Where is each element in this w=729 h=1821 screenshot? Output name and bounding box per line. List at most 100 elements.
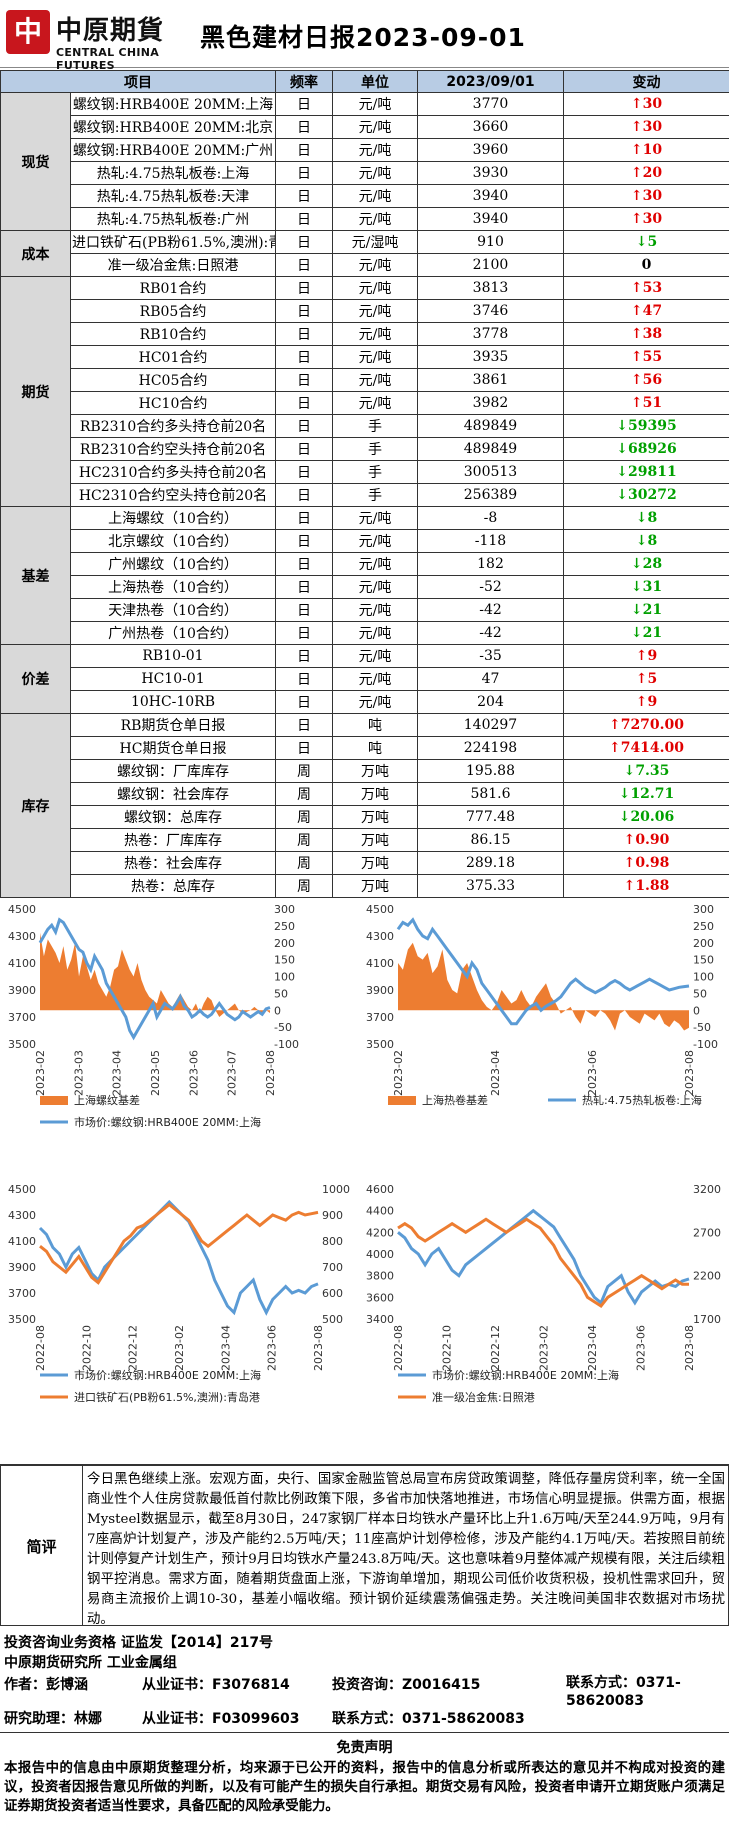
change-value: 30 — [642, 96, 663, 112]
value-cell: 86.15 — [417, 828, 564, 852]
left-axis-tick: 3500 — [8, 1313, 36, 1326]
legend-label: 准一级冶金焦:日照港 — [432, 1390, 535, 1404]
table-row: 热轧:4.75热轧板卷:广州日元/吨 3940 ↑30 — [1, 207, 729, 231]
assistant-contact: 联系方式：0371-58620083 — [332, 1711, 525, 1727]
commentary-text: 今日黑色继续上涨。宏观方面，央行、国家金融监管总局宣布房贷政策调整，降低存量房贷… — [87, 1472, 725, 1627]
commentary-label: 简评 — [1, 1466, 83, 1626]
freq-cell: 日 — [275, 368, 333, 392]
table-row: HC01合约日元/吨 3935 ↑55 — [1, 345, 729, 369]
table-row: 基差 上海螺纹（10合约）日元/吨 -8 ↓8 — [0, 506, 729, 645]
unit-cell: 元/吨 — [332, 184, 418, 208]
unit-cell: 元/吨 — [332, 115, 418, 139]
chart-rebar-basis: 4500 4300 4100 3900 3700 3500 300 250 200 150 100 5… — [0, 899, 310, 1169]
right-axis-tick: 150 — [274, 954, 295, 967]
change-cell: ↓30272 — [563, 483, 729, 507]
freq-cell: 日 — [275, 138, 333, 162]
table-row: 热轧:4.75热轧板卷:上海日元/吨 3930 ↑20 — [1, 161, 729, 185]
change-cell: ↑30 — [563, 207, 729, 231]
change-cell: ↓8 — [563, 529, 729, 553]
down-arrow-icon: ↓ — [630, 625, 643, 641]
unit-cell: 元/吨 — [332, 667, 418, 691]
item-cell: 热卷：总库存 — [70, 874, 276, 898]
up-arrow-icon: ↑ — [630, 326, 643, 342]
freq-cell: 日 — [275, 345, 333, 369]
x-axis-tick: 2023-04 — [111, 1050, 124, 1096]
change-value: 30 — [642, 211, 663, 227]
change-value: 8 — [647, 533, 658, 549]
right-axis-tick: 2200 — [693, 1270, 721, 1283]
table-row: 热卷：社会库存周万吨 289.18 ↑0.98 — [1, 851, 729, 875]
down-arrow-icon: ↓ — [635, 510, 648, 526]
item-cell: 北京螺纹（10合约） — [70, 529, 276, 553]
right-axis-tick: 500 — [322, 1313, 343, 1326]
value-cell: 2100 — [417, 253, 564, 277]
change-cell: ↑30 — [563, 92, 729, 116]
value-cell: 3930 — [417, 161, 564, 185]
up-arrow-icon: ↑ — [630, 372, 643, 388]
change-cell: ↑7414.00 — [563, 736, 729, 760]
item-cell: 热轧:4.75热轧板卷:广州 — [70, 207, 276, 231]
left-axis-tick: 4300 — [366, 930, 394, 943]
header-unit: 单位 — [332, 70, 418, 93]
x-axis-tick: 2022-12 — [489, 1325, 502, 1371]
x-axis-tick: 2022-12 — [127, 1325, 140, 1371]
unit-cell: 元/吨 — [332, 621, 418, 645]
freq-cell: 日 — [275, 460, 333, 484]
freq-cell: 日 — [275, 299, 333, 323]
down-arrow-icon: ↓ — [616, 487, 628, 503]
unit-cell: 元/吨 — [332, 322, 418, 346]
series-line — [39, 1202, 319, 1285]
change-cell: ↓28 — [563, 552, 729, 576]
left-axis-tick: 4500 — [8, 903, 36, 916]
item-cell: 10HC-10RB — [70, 690, 276, 714]
unit-cell: 元/吨 — [332, 644, 418, 668]
legend-swatch — [388, 1096, 416, 1105]
change-cell: ↑5 — [563, 667, 729, 691]
table-row: 螺纹钢：总库存周万吨 777.48 ↓20.06 — [1, 805, 729, 829]
left-axis-tick: 4000 — [366, 1248, 394, 1261]
change-cell: ↑55 — [563, 345, 729, 369]
unit-cell: 万吨 — [332, 759, 418, 783]
unit-cell: 元/吨 — [332, 529, 418, 553]
change-value: 0.90 — [635, 832, 670, 848]
left-axis-tick: 4500 — [8, 1183, 36, 1196]
right-axis-tick: 50 — [274, 987, 288, 1000]
chart-svg: 4500 4300 4100 3900 3700 3500 1000 900 800 700 600… — [8, 1183, 350, 1404]
right-axis-tick: 700 — [322, 1261, 343, 1274]
unit-cell: 元/吨 — [332, 253, 418, 277]
unit-cell: 万吨 — [332, 782, 418, 806]
chart-rebar-vs-ore: 4500 4300 4100 3900 3700 3500 1000 900 800 700 600… — [0, 1179, 358, 1465]
left-axis-tick: 4100 — [8, 957, 36, 970]
freq-cell: 周 — [275, 874, 333, 898]
chart-svg: 4600 4400 4200 4000 3800 3600 3400 3200 2700 2200… — [366, 1183, 721, 1404]
item-cell: RB2310合约空头持仓前20名 — [70, 437, 276, 461]
unit-cell: 万吨 — [332, 851, 418, 875]
unit-cell: 元/吨 — [332, 207, 418, 231]
right-axis-tick: 250 — [693, 920, 714, 933]
freq-cell: 日 — [275, 322, 333, 346]
change-value: 5 — [647, 671, 658, 687]
right-axis-tick: 3200 — [693, 1183, 721, 1196]
freq-cell: 日 — [275, 667, 333, 691]
series-area — [40, 932, 270, 1017]
chart-svg: 4500 4300 4100 3900 3700 3500 300 250 200 150 100 5… — [366, 903, 718, 1107]
right-axis-tick: 300 — [274, 903, 295, 916]
right-axis-tick: 1000 — [322, 1183, 350, 1196]
logo-chinese-name: 中原期貨 — [56, 16, 165, 46]
change-value: 51 — [642, 395, 663, 411]
up-arrow-icon: ↑ — [630, 280, 643, 296]
down-arrow-icon: ↓ — [630, 602, 643, 618]
table-row: 期货 RB01合约日元/吨 3813 ↑53 — [0, 276, 729, 507]
table-row: 热轧:4.75热轧板卷:天津日元/吨 3940 ↑30 — [1, 184, 729, 208]
x-axis-tick: 2023-08 — [312, 1325, 325, 1371]
down-arrow-icon: ↓ — [616, 464, 628, 480]
table-row: 螺纹钢：厂库库存周万吨 195.88 ↓7.35 — [1, 759, 729, 783]
down-arrow-icon: ↓ — [635, 234, 648, 250]
table-row: 螺纹钢:HRB400E 20MM:北京日元/吨 3660 ↑30 — [1, 115, 729, 139]
item-cell: HC2310合约多头持仓前20名 — [70, 460, 276, 484]
x-axis-tick: 2023-04 — [219, 1325, 232, 1371]
up-arrow-icon: ↑ — [623, 832, 636, 848]
item-cell: 螺纹钢:HRB400E 20MM:上海 — [70, 92, 276, 116]
freq-cell: 周 — [275, 759, 333, 783]
freq-cell: 日 — [275, 276, 333, 300]
